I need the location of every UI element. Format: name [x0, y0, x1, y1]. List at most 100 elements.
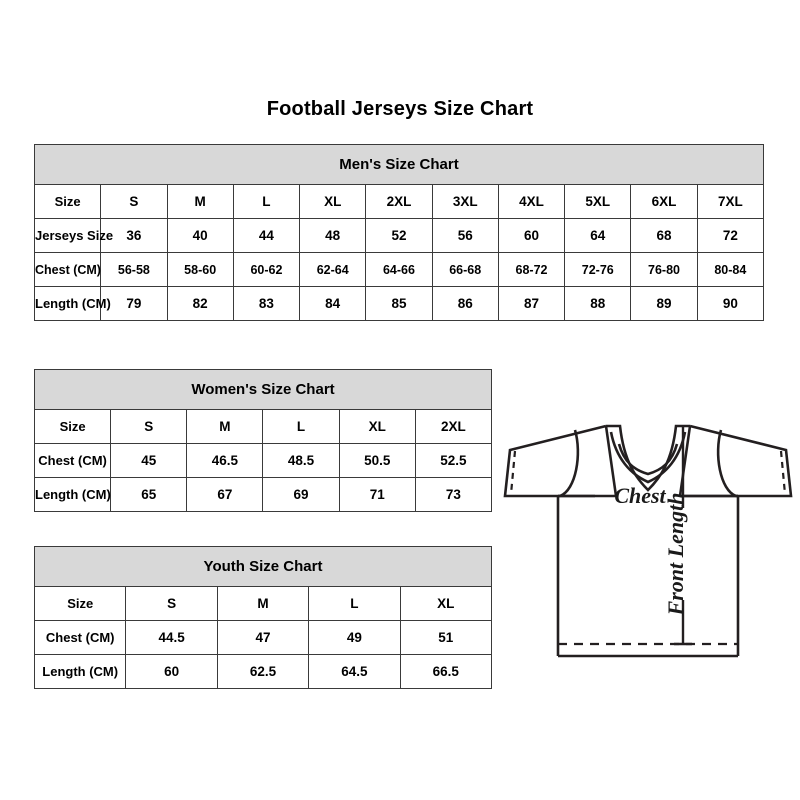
- table-cell: M: [186, 409, 264, 444]
- front-length-measure-label: Front Length: [663, 493, 688, 617]
- table-cell: 3XL: [431, 184, 499, 219]
- row-label: Chest (CM): [33, 443, 112, 478]
- table-cell: 56: [431, 218, 499, 253]
- page-title: Football Jerseys Size Chart: [266, 98, 534, 120]
- row-label: Chest (CM): [33, 252, 102, 287]
- table-cell: 65: [110, 477, 188, 512]
- table-row: Length (CM) 79 82 83 84 85 86 87 88 89 9…: [33, 286, 765, 321]
- right-sleeve-outline: [689, 424, 793, 498]
- table-cell: 60: [497, 218, 566, 253]
- row-label: Size: [33, 586, 127, 621]
- table-cell: 89: [630, 286, 698, 321]
- row-label: Chest (CM): [33, 620, 127, 655]
- table-cell: 60-62: [232, 252, 301, 287]
- table-row: Length (CM) 65 67 69 71 73: [33, 477, 493, 512]
- table-cell: 73: [414, 477, 493, 512]
- table-cell: 40: [166, 218, 234, 253]
- table-cell: 4XL: [497, 184, 566, 219]
- table-cell: 44.5: [125, 620, 218, 655]
- left-sleeve-outline: [503, 424, 607, 498]
- table-cell: 67: [186, 477, 264, 512]
- table-cell: 76-80: [630, 252, 698, 287]
- table-cell: 64: [564, 218, 632, 253]
- table-row: Length (CM) 60 62.5 64.5 66.5: [33, 654, 493, 689]
- table-cell: 56-58: [100, 252, 168, 287]
- table-cell: 49: [308, 620, 401, 655]
- table-cell: 68-72: [497, 252, 566, 287]
- table-cell: 52.5: [414, 443, 493, 478]
- table-cell: 66.5: [399, 654, 493, 689]
- row-label: Length (CM): [33, 477, 112, 512]
- table-cell: S: [110, 409, 188, 444]
- table-cell: 62.5: [216, 654, 310, 689]
- table-cell: M: [166, 184, 234, 219]
- table-cell: 60: [125, 654, 218, 689]
- table-caption-row: Men's Size Chart: [34, 144, 764, 185]
- table-cell: 86: [431, 286, 499, 321]
- table-cell: 51: [399, 620, 493, 655]
- womens-size-chart-table: Women's Size Chart Size S M L XL 2XL Che…: [33, 369, 493, 512]
- table-row: Chest (CM) 45 46.5 48.5 50.5 52.5: [33, 443, 493, 478]
- left-shoulder-seam: [604, 425, 618, 497]
- table-cell: S: [100, 184, 168, 219]
- right-cuff-dash: [779, 450, 787, 495]
- table-cell: 71: [338, 477, 416, 512]
- table-cell: XL: [299, 184, 367, 219]
- youth-table-caption: Youth Size Chart: [34, 546, 492, 587]
- table-cell: XL: [338, 409, 416, 444]
- table-cell: 66-68: [431, 252, 499, 287]
- left-armhole-placeholder: [560, 432, 575, 496]
- table-caption-row: Youth Size Chart: [34, 546, 492, 587]
- mens-size-chart-table: Men's Size Chart Size S M L XL 2XL 3XL 4…: [33, 144, 765, 321]
- table-cell: S: [125, 586, 218, 621]
- row-label: Size: [33, 409, 112, 444]
- table-cell: 6XL: [630, 184, 698, 219]
- table-cell: 69: [262, 477, 340, 512]
- table-cell: 83: [232, 286, 301, 321]
- table-cell: 72: [696, 218, 765, 253]
- youth-size-chart-table: Youth Size Chart Size S M L XL Chest (CM…: [33, 546, 493, 689]
- table-cell: 47: [216, 620, 310, 655]
- table-cell: 52: [365, 218, 433, 253]
- row-label: Size: [33, 184, 102, 219]
- row-label: Length (CM): [33, 654, 127, 689]
- mens-table-caption: Men's Size Chart: [34, 144, 764, 185]
- collar-mid-edge: [609, 431, 687, 484]
- table-cell: 64-66: [365, 252, 433, 287]
- table-cell: 48.5: [262, 443, 340, 478]
- table-cell: 79: [100, 286, 168, 321]
- table-cell: 45: [110, 443, 188, 478]
- left-armhole-curve: [559, 429, 580, 498]
- right-shoulder-seam: [678, 425, 692, 497]
- row-label: Length (CM): [33, 286, 111, 321]
- table-cell: 50.5: [338, 443, 416, 478]
- right-armhole-curve: [716, 429, 737, 498]
- table-row: Size S M L XL 2XL: [33, 409, 493, 444]
- table-cell: 68: [630, 218, 698, 253]
- table-cell: 87: [497, 286, 566, 321]
- table-cell: L: [232, 184, 301, 219]
- table-cell: L: [262, 409, 340, 444]
- table-cell: 5XL: [564, 184, 632, 219]
- table-cell: 7XL: [696, 184, 765, 219]
- table-row: Size S M L XL 2XL 3XL 4XL 5XL 6XL 7XL: [33, 184, 765, 219]
- neckline-outer: [606, 426, 690, 476]
- table-cell: 2XL: [365, 184, 433, 219]
- collar-outer-edge: [606, 424, 690, 492]
- table-cell: 84: [299, 286, 367, 321]
- table-cell: 36: [100, 218, 168, 253]
- table-row: Jerseys Size 36 40 44 48 52 56 60 64 68 …: [33, 218, 765, 253]
- table-caption-row: Women's Size Chart: [34, 369, 492, 410]
- row-label: Jerseys Size: [33, 218, 113, 253]
- table-cell: L: [308, 586, 401, 621]
- table-cell: M: [216, 586, 310, 621]
- table-cell: 46.5: [186, 443, 264, 478]
- left-cuff-dash: [509, 450, 517, 495]
- table-cell: 88: [564, 286, 632, 321]
- collar-inner-edge: [617, 443, 679, 476]
- table-cell: 44: [232, 218, 301, 253]
- table-row: Size S M L XL: [33, 586, 493, 621]
- table-cell: 72-76: [564, 252, 632, 287]
- table-cell: 2XL: [414, 409, 493, 444]
- table-cell: 80-84: [696, 252, 765, 287]
